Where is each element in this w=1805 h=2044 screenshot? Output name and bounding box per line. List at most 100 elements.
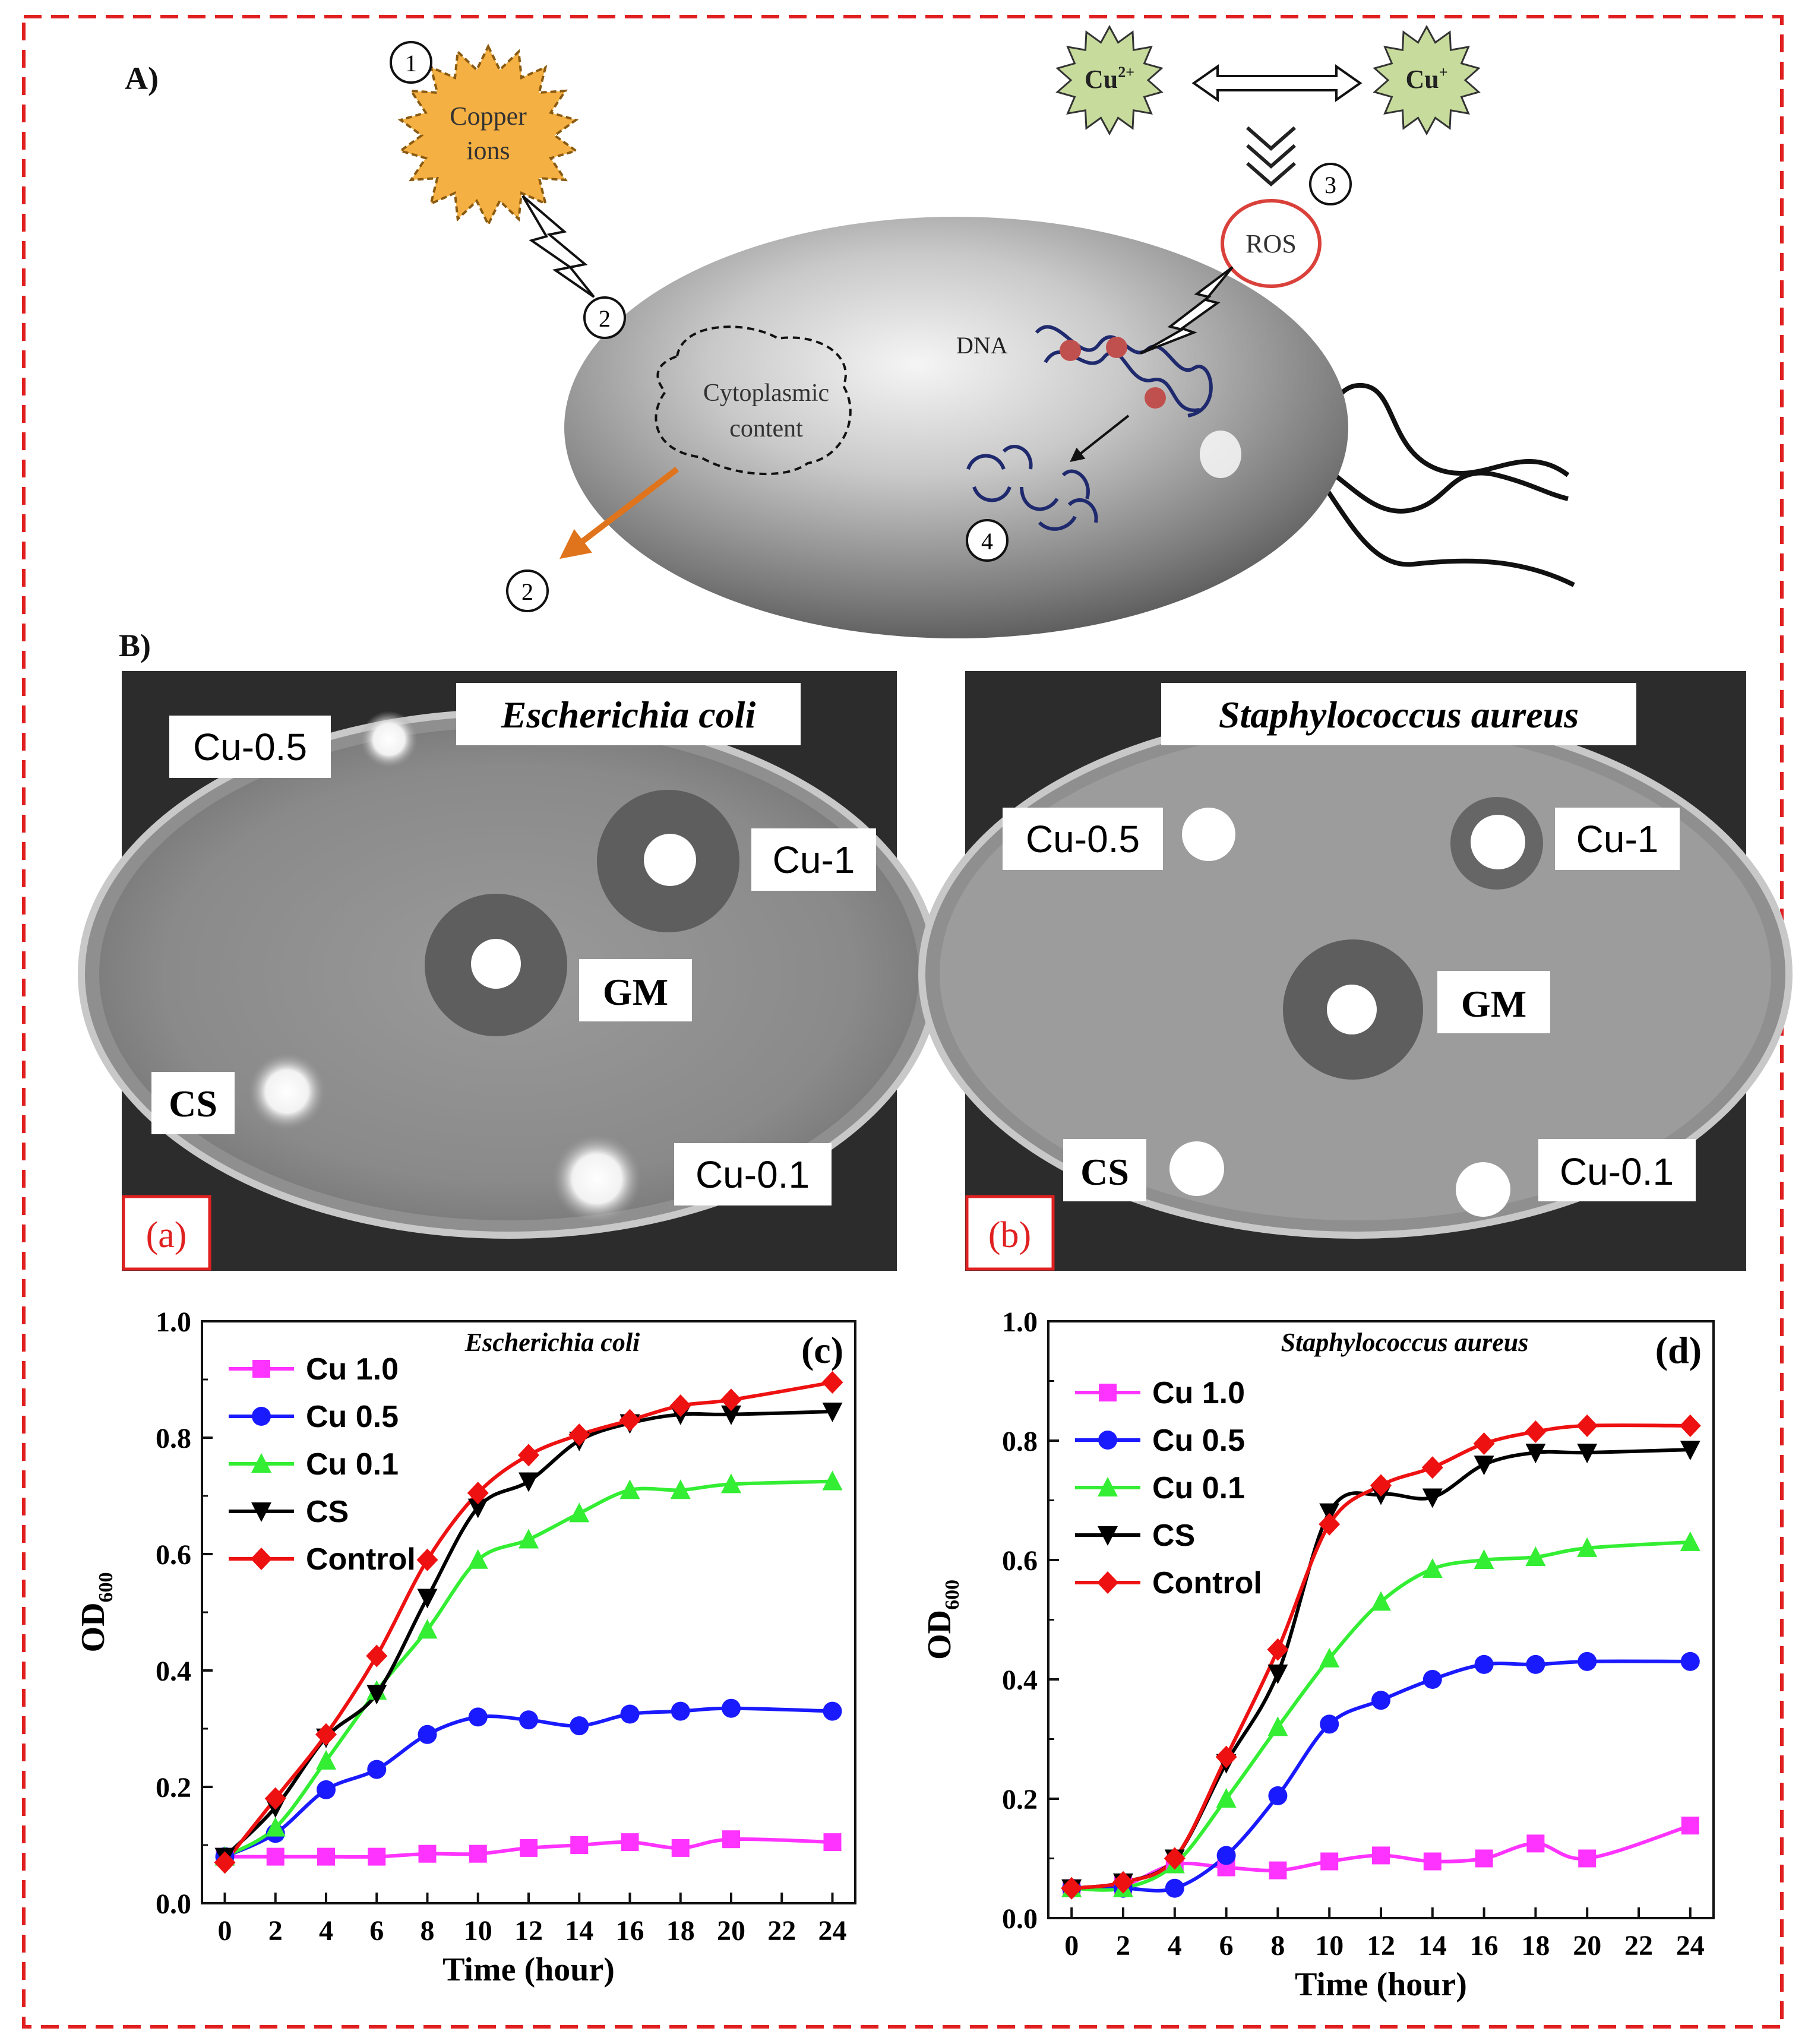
chart-ecoli-point-control [214,1851,236,1874]
dna-fragments [966,445,1098,531]
chart-saureus-ytick-label: 0.2 [1002,1784,1038,1815]
plate-a-disc-cu05 [361,711,418,768]
double-arrow-icon [1191,64,1363,102]
chart-ecoli-point-cs [417,1589,438,1609]
chart-ecoli-ytick-label: 0.8 [156,1423,191,1454]
ros-label: ROS [1246,229,1297,258]
plate-a-cu1-box [751,828,876,891]
chart-ecoli-xtick-label: 0 [218,1915,232,1947]
chart-ecoli-point-cs [467,1498,488,1518]
leak-arrow [559,467,679,559]
chart-ecoli-point-cu01 [822,1470,843,1491]
plate-a-gm-label: GM [603,971,668,1013]
plate-b-disc-cs [1169,1141,1224,1196]
chart-ecoli-point-cu05 [722,1698,741,1718]
dna-damage-spots [1060,337,1166,409]
chart-saureus-point-cu05 [1165,1878,1184,1898]
chart-ecoli-legend-label: CS [306,1495,349,1529]
chart-saureus-point-cu05 [1680,1651,1700,1671]
chart-ecoli-ytick-label: 0.0 [156,1888,191,1920]
chart-ecoli-point-cu10 [671,1839,690,1857]
plate-b-disc-gm [1327,985,1377,1034]
chart-ecoli-xtick-label: 4 [319,1915,333,1947]
plate-b-tag: (b) [988,1215,1031,1255]
chart-ecoli-xtick-label: 16 [616,1915,644,1947]
copper-ions-line2: ions [466,136,510,165]
plate-a-title-box [456,683,801,745]
cytoplasmic-line1: Cytoplasmic [703,379,829,407]
chart-saureus-point-cu01 [1267,1716,1288,1736]
plate-a-cs-label: CS [169,1083,217,1125]
chart-ecoli-point-cu01 [670,1479,691,1499]
plate-b-title-box [1161,683,1636,745]
chart-saureus-point-control [1164,1847,1186,1870]
plate-b-gm-label: GM [1461,983,1526,1025]
chart-ecoli-legend-label: Cu 1.0 [306,1352,399,1387]
step-2b-label: 2 [521,578,533,605]
plate-b-disc-cu01 [1456,1162,1510,1217]
plate-b: Staphylococcus aureus Cu-0.5 Cu-1 GM CS … [918,671,1793,1271]
cytoplasmic-content-outline [655,325,852,476]
step-3-circle [1309,163,1352,205]
chart-saureus-point-cu01 [1680,1531,1700,1551]
chart-saureus-point-cu10 [1320,1852,1339,1871]
plate-a-cu01-label: Cu-0.1 [696,1153,810,1196]
chart-saureus-ytick-label: 0.4 [1002,1665,1038,1696]
cytoplasmic-line2: content [729,415,803,442]
plate-a-cu05-box [169,716,331,778]
svg-text:Cu2+: Cu2+ [1085,64,1134,94]
chart-ecoli-point-cu10 [520,1839,538,1857]
copper-ions-line1: Copper [450,102,527,131]
chart-saureus-xtick-label: 20 [1573,1930,1601,1961]
chart-saureus-xtick-label: 4 [1168,1930,1182,1961]
plate-a-disc-cu01 [552,1134,641,1223]
panel-a-label: A) [125,61,159,96]
plate-a-tag-box [122,1195,211,1271]
chart-saureus-ytick-label: 0.0 [1002,1903,1038,1935]
chart-saureus-point-cu05 [1422,1670,1442,1689]
chart-ecoli-plot-area [201,1320,856,1904]
svg-text:Cu+: Cu+ [1405,64,1447,94]
chart-saureus-point-control [1267,1638,1289,1661]
cu2-sup: 2+ [1118,64,1134,81]
plate-b-disc-cu1 [1471,815,1525,869]
chart-saureus-xtick-label: 22 [1624,1930,1653,1961]
chart-ecoli-legend-marker [252,1407,271,1426]
chart-ecoli-xtick-label: 2 [268,1915,283,1947]
chart-ecoli-tag: (c) [801,1329,843,1371]
chart-ecoli-point-cu01 [467,1549,488,1569]
chart-saureus-point-cu01 [1577,1537,1598,1557]
chart-saureus-point-cu10 [1372,1846,1390,1865]
chart-ecoli-xtick-label: 12 [514,1915,543,1947]
plate-b-cu1-box [1555,808,1680,870]
plate-a-gm-box [579,959,692,1021]
chart-ecoli-xtick-label: 20 [717,1915,745,1947]
chart-saureus-point-control [1473,1432,1495,1456]
chart-saureus-point-control [1679,1414,1701,1437]
copper-ions-star: Copper ions [397,43,579,227]
chart-ecoli-point-control [416,1548,438,1571]
chart-saureus-point-control [1112,1871,1134,1894]
panel-b-label: B) [119,628,151,663]
chart-ecoli-xtick-label: 14 [565,1915,593,1947]
chart-saureus-xlabel: Time (hour) [1295,1966,1467,2003]
cu1-sup: + [1439,64,1448,81]
cu2-base: Cu [1085,65,1118,94]
chart-saureus-xtick-label: 0 [1064,1930,1079,1961]
chart-ecoli-point-control [619,1409,641,1432]
chart-saureus-point-cu01 [1474,1549,1494,1569]
plate-b-title: Staphylococcus aureus [1219,694,1579,736]
chart-ecoli-legend-label: Cu 0.5 [306,1400,399,1434]
chart-ecoli-point-cu01 [316,1749,336,1770]
chart-ecoli-legend-marker [251,1453,271,1473]
chart-saureus-point-cu05 [1371,1691,1390,1710]
chart-saureus-point-cu10 [1475,1849,1493,1868]
chart-ecoli-point-cu10 [469,1844,487,1863]
plate-a-cu01-box [674,1143,832,1205]
chart-ecoli-point-cu05 [519,1710,538,1730]
chart-saureus-xtick-label: 12 [1367,1930,1395,1961]
chart-ecoli-point-cu05 [671,1701,690,1721]
chart-ecoli-point-cu10 [823,1833,842,1852]
cell-highlight [1200,431,1241,478]
chart-ecoli-point-cu05 [317,1780,336,1799]
